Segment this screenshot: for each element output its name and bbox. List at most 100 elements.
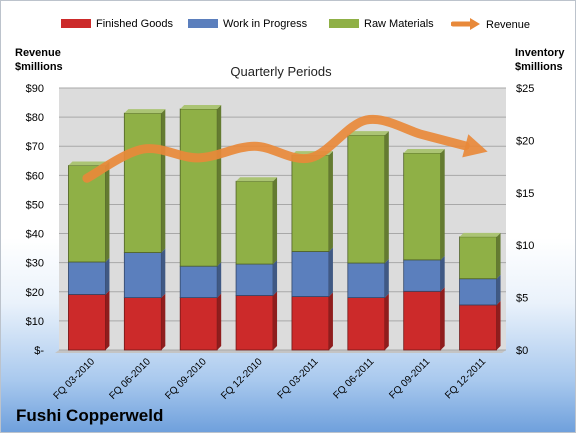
bar-work-in-progress — [235, 263, 274, 296]
bar-work-in-progress — [347, 262, 386, 298]
bar-raw-materials — [403, 152, 442, 261]
right-axis-tick-label: $10 — [516, 240, 534, 252]
bar-raw-materials — [179, 108, 218, 267]
bar-work-in-progress-side — [273, 260, 278, 296]
left-axis-tick-label: $60 — [26, 170, 44, 182]
x-axis-tick-label: FQ 06-2011 — [331, 356, 376, 401]
legend-label-finished-goods: Finished Goods — [96, 18, 174, 30]
bar-finished-goods — [403, 290, 442, 351]
legend-swatch-finished-goods — [61, 19, 91, 28]
bar-finished-goods-side — [161, 293, 166, 350]
bar-work-in-progress — [123, 252, 162, 298]
right-axis-title: Inventory $millions — [515, 46, 575, 74]
left-axis-title-line1: Revenue — [15, 47, 61, 59]
left-axis-tick-label: $40 — [26, 229, 44, 241]
legend-item-work-in-progress: Work in Progress — [188, 17, 307, 31]
right-axis-tick-label: $0 — [516, 345, 528, 357]
legend-arrow-revenue-icon — [451, 18, 480, 30]
bar-finished-goods-side — [273, 291, 278, 350]
company-name: Fushi Copperweld — [16, 406, 164, 425]
x-axis-tick-label: FQ 12-2011 — [443, 356, 488, 401]
bar-finished-goods-side — [496, 300, 501, 350]
legend-swatch-raw-materials — [329, 19, 359, 28]
legend-item-revenue: Revenue — [451, 17, 530, 31]
bar-work-in-progress-side — [328, 247, 333, 297]
bar-raw-materials-top — [68, 161, 110, 166]
bar-work-in-progress-side — [384, 259, 389, 298]
bar-finished-goods — [459, 304, 497, 351]
plot-floor — [55, 350, 506, 353]
revenue-arrowhead — [462, 134, 488, 158]
bar-raw-materials — [123, 112, 162, 253]
legend-label-work-in-progress: Work in Progress — [223, 18, 308, 30]
right-axis-title-line1: Inventory — [515, 47, 565, 59]
bar-raw-materials-top — [347, 131, 389, 136]
bar-raw-materials-top — [180, 104, 222, 109]
bar-finished-goods-side — [384, 293, 389, 350]
left-axis-tick-label: $50 — [26, 199, 44, 211]
bar-raw-materials-side — [384, 131, 389, 264]
left-axis-tick-label: $- — [34, 345, 44, 357]
left-axis-title-line2: $millions — [15, 61, 63, 73]
bar-finished-goods-side — [440, 287, 445, 350]
x-axis-tick-label: FQ 09-2011 — [387, 356, 432, 401]
left-axis-tick-label: $90 — [26, 83, 44, 95]
bar-finished-goods-side — [217, 293, 222, 350]
left-axis-title: Revenue $millions — [15, 46, 75, 74]
bar-raw-materials-side — [105, 161, 110, 262]
bar-work-in-progress-side — [496, 274, 501, 305]
bar-finished-goods-side — [105, 290, 110, 350]
bar-finished-goods-side — [328, 292, 333, 350]
left-axis-tick-label: $20 — [26, 287, 44, 299]
bar-raw-materials-side — [217, 104, 222, 267]
bar-work-in-progress — [403, 259, 442, 292]
right-axis-title-line2: $millions — [515, 61, 563, 73]
legend-label-raw-materials: Raw Materials — [364, 18, 434, 30]
bar-work-in-progress — [291, 251, 330, 297]
bar-raw-materials-side — [161, 109, 166, 253]
left-axis-tick-label: $80 — [26, 112, 44, 124]
bar-raw-materials-top — [403, 148, 445, 153]
x-axis-tick-label: FQ 03-2010 — [52, 356, 98, 402]
bar-raw-materials-top — [124, 109, 166, 114]
bar-finished-goods — [347, 297, 386, 351]
revenue-line — [82, 114, 470, 183]
chart-title: Quarterly Periods — [230, 64, 332, 79]
bar-finished-goods — [123, 297, 162, 351]
bar-work-in-progress-side — [440, 255, 445, 292]
x-axis-tick-label: FQ 03-2011 — [276, 356, 321, 401]
bar-raw-materials-top — [459, 232, 501, 237]
left-axis-tick-label: $70 — [26, 141, 44, 153]
left-axis-tick-label: $10 — [26, 316, 44, 328]
bar-raw-materials — [235, 180, 274, 265]
bar-work-in-progress — [68, 261, 106, 295]
bar-finished-goods — [68, 294, 106, 351]
right-axis-tick-label: $25 — [516, 83, 534, 95]
x-axis-tick-label: FQ 09-2010 — [163, 356, 209, 402]
legend-item-finished-goods: Finished Goods — [61, 17, 173, 31]
x-axis-tick-label: FQ 06-2010 — [107, 356, 153, 402]
bar-raw-materials — [291, 154, 330, 252]
bar-work-in-progress-side — [105, 257, 110, 295]
right-axis-tick-label: $20 — [516, 135, 534, 147]
right-axis-tick-label: $15 — [516, 188, 534, 200]
bar-raw-materials — [347, 134, 386, 264]
bar-finished-goods — [179, 297, 218, 351]
bar-raw-materials-side — [328, 151, 333, 252]
bar-finished-goods — [235, 295, 274, 351]
bar-raw-materials-side — [440, 148, 445, 260]
bar-work-in-progress-side — [161, 248, 166, 298]
bar-raw-materials — [459, 236, 497, 280]
x-axis-tick-label: FQ 12-2010 — [219, 356, 265, 402]
bar-raw-materials-side — [273, 177, 278, 265]
left-axis-tick-label: $30 — [26, 258, 44, 270]
legend-label-revenue: Revenue — [486, 19, 531, 31]
bar-work-in-progress-side — [217, 262, 222, 298]
bar-finished-goods — [291, 296, 330, 351]
legend-item-raw-materials: Raw Materials — [329, 17, 434, 31]
bar-raw-materials-side — [496, 232, 501, 279]
bar-work-in-progress — [179, 265, 218, 299]
legend-swatch-work-in-progress — [188, 19, 218, 28]
